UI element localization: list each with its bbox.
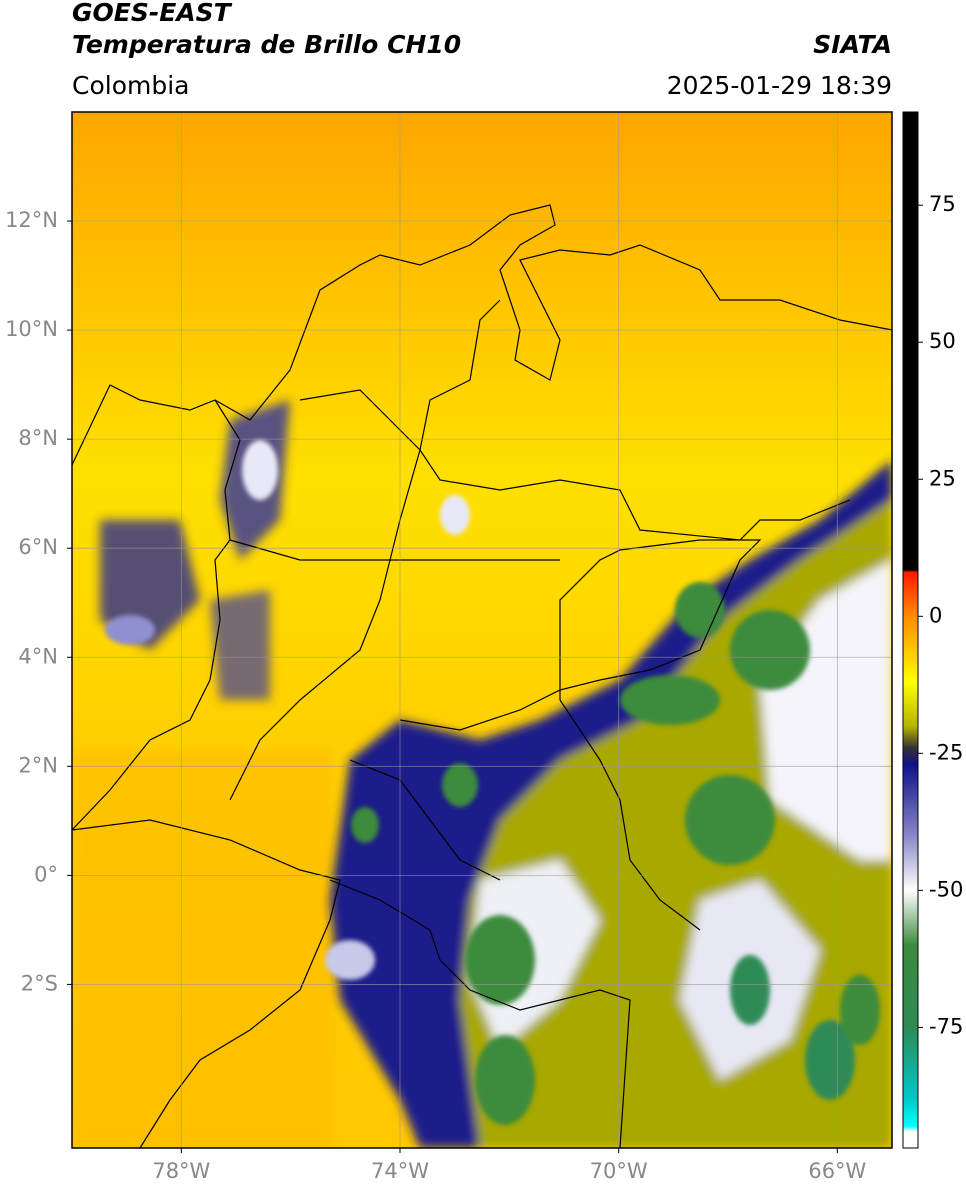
lon-tick-label: 66°W	[808, 1159, 866, 1183]
lat-tick-label: 8°N	[18, 426, 58, 450]
colorbar-tick-label: 50	[929, 329, 956, 353]
lon-tick-label: 78°W	[152, 1159, 210, 1183]
subtitle: Temperatura de Brillo CH10	[72, 30, 461, 59]
grid	[72, 112, 892, 1148]
colorbar-tick-label: 75	[929, 192, 956, 216]
lat-tick-label: 10°N	[5, 317, 58, 341]
lat-tick-label: 12°N	[5, 208, 58, 232]
colorbar-tick-label: 25	[929, 466, 956, 490]
warm-area	[72, 750, 332, 1148]
map-frame	[71, 111, 893, 1149]
title: GOES-EAST	[72, 0, 233, 27]
lon-tick-label: 70°W	[590, 1159, 648, 1183]
lat-tick-label: 2°N	[18, 753, 58, 777]
colorbar-tick-label: -50	[929, 877, 963, 901]
source: SIATA	[813, 30, 892, 59]
colorbar-tick-label: 0	[929, 603, 942, 627]
lat-tick-label: 4°N	[18, 644, 58, 668]
region: Colombia	[72, 71, 189, 100]
map-image	[72, 112, 892, 1148]
colorbar-tick-label: -75	[929, 1014, 963, 1038]
lat-tick-label: 6°N	[18, 535, 58, 559]
colorbar	[902, 111, 919, 1149]
lon-tick-label: 74°W	[371, 1159, 429, 1183]
lat-tick-label: 2°S	[21, 971, 58, 995]
colorbar-tick-label: -25	[929, 740, 963, 764]
timestamp: 2025-01-29 18:39	[667, 71, 892, 100]
lat-tick-label: 0°	[34, 862, 58, 886]
cold-tops	[105, 440, 880, 1125]
boundaries	[72, 204, 892, 1148]
